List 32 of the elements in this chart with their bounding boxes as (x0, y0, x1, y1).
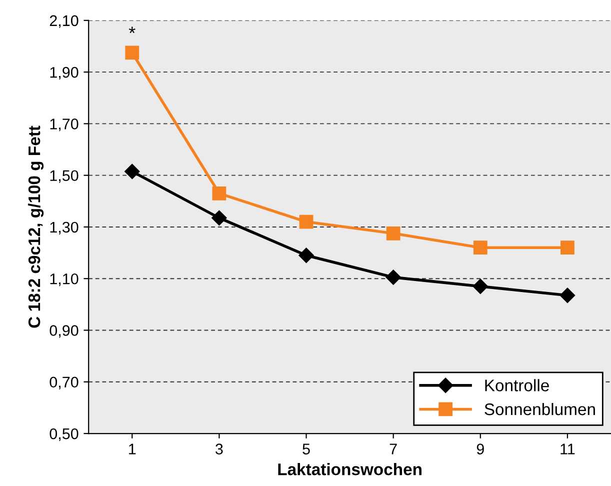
legend-label: Kontrolle (485, 379, 549, 392)
x-tick-label: 1 (129, 444, 136, 454)
point (473, 240, 488, 255)
x-tick-label: 3 (216, 444, 223, 454)
point (212, 186, 226, 200)
point (560, 240, 574, 255)
y-tick-label: 1,10 (50, 273, 78, 286)
point (125, 46, 140, 60)
y-tick-label: 0,90 (50, 325, 78, 338)
point (472, 278, 488, 294)
x-tick-label: 7 (390, 444, 397, 454)
x-tick-label: 5 (302, 444, 310, 454)
point (386, 226, 400, 240)
x-tick-label: 11 (560, 444, 575, 454)
y-tick-label: 1,70 (50, 118, 78, 132)
legend-label: Sonnenblumen (484, 402, 595, 416)
y-tick-label: 1,30 (50, 222, 78, 234)
y-tick-label: 0,50 (50, 428, 78, 442)
point (124, 164, 140, 180)
y-tick-label: 2,10 (50, 15, 78, 28)
x-tick-label: 9 (476, 444, 484, 454)
point (212, 210, 227, 226)
y-tick-label: 0,70 (50, 376, 78, 390)
annotation: * (128, 26, 136, 34)
point (386, 270, 401, 285)
x-axis-title: Laktationswochen (278, 463, 422, 476)
y-tick-label: 1,90 (50, 66, 78, 80)
y-tick-label: 1,50 (50, 170, 78, 183)
y-axis-title: C 18:2 c9c12, g/100 g Fett (28, 126, 44, 328)
point (299, 214, 314, 229)
point (298, 248, 314, 263)
point (560, 288, 576, 303)
